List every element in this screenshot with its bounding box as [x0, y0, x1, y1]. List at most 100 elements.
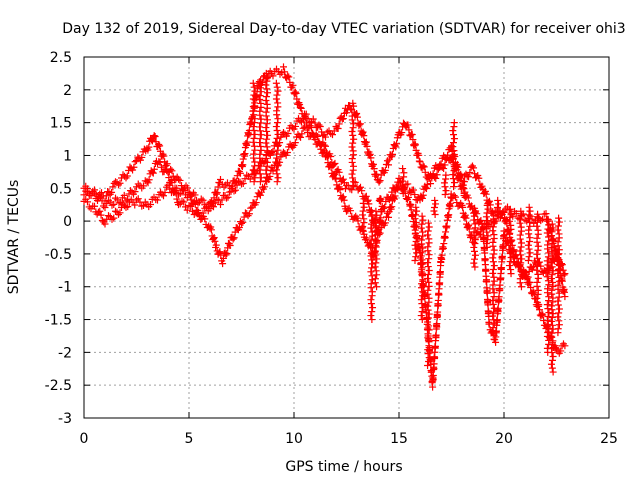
data-point: [168, 179, 176, 187]
data-point: [417, 268, 425, 276]
data-point: [273, 178, 281, 186]
data-point: [222, 251, 230, 259]
data-point: [310, 131, 317, 139]
data-point: [361, 193, 369, 201]
data-point: [517, 227, 525, 235]
data-point: [548, 314, 556, 322]
data-point: [490, 304, 498, 312]
data-point: [368, 248, 376, 256]
data-point: [210, 194, 218, 202]
data-point: [240, 213, 248, 221]
data-point: [506, 217, 514, 225]
data-point: [545, 297, 553, 305]
data-point: [554, 258, 562, 266]
data-point: [121, 202, 128, 210]
data-point: [285, 73, 293, 81]
data-point: [494, 211, 502, 219]
data-point: [123, 172, 131, 180]
data-point: [412, 237, 420, 245]
data-point: [516, 279, 524, 287]
data-point: [335, 120, 343, 128]
data-point: [464, 194, 472, 202]
data-point: [359, 199, 367, 207]
data-point: [369, 304, 377, 312]
data-point: [470, 232, 478, 240]
data-point: [506, 258, 514, 266]
data-point: [371, 279, 379, 287]
data-point: [548, 333, 556, 341]
data-point: [97, 211, 105, 219]
data-point: [359, 211, 367, 219]
data-point: [544, 313, 552, 321]
data-point: [549, 298, 557, 306]
x-tick-label: 5: [185, 431, 194, 447]
data-point: [329, 131, 336, 139]
data-point: [477, 217, 485, 225]
data-point: [226, 241, 234, 249]
data-point: [372, 207, 380, 215]
data-point: [525, 253, 533, 261]
data-point: [470, 164, 478, 172]
data-point: [241, 150, 249, 158]
data-point: [471, 240, 479, 248]
data-point: [554, 301, 562, 309]
data-point: [257, 174, 265, 182]
data-point: [154, 196, 161, 204]
data-point: [549, 240, 557, 248]
data-point: [252, 199, 260, 207]
data-point: [227, 187, 235, 195]
data-point: [367, 284, 375, 292]
data-point: [263, 116, 271, 124]
data-point: [483, 243, 491, 251]
data-point: [489, 258, 497, 266]
data-point: [357, 183, 364, 191]
data-point: [360, 219, 368, 227]
data-point: [116, 179, 124, 187]
data-point: [364, 196, 372, 204]
data-point: [436, 268, 444, 276]
data-point: [489, 227, 497, 235]
data-point: [334, 125, 342, 133]
data-point: [409, 136, 417, 144]
data-point: [412, 245, 420, 253]
data-point: [292, 89, 300, 97]
data-point: [367, 240, 375, 248]
data-point: [262, 124, 270, 132]
data-point: [500, 208, 508, 216]
data-point: [335, 168, 343, 176]
data-point: [257, 115, 265, 123]
data-point: [478, 182, 486, 190]
data-point: [368, 212, 376, 220]
y-tick-label: -1.5: [45, 313, 72, 329]
data-point: [261, 183, 269, 191]
data-point: [262, 69, 270, 77]
data-point: [470, 259, 478, 267]
data-point: [322, 133, 329, 141]
data-point: [360, 230, 368, 238]
axis-ticks: 0 5 10 15 20 25 2.5 2 1.5 1 0.5 0 -0.5 -1 -1.5 -2 -2.5 -3: [45, 50, 618, 447]
data-point: [247, 204, 255, 212]
data-point: [544, 217, 552, 225]
data-point: [273, 134, 281, 142]
data-point: [274, 142, 282, 150]
data-point: [256, 92, 264, 100]
data-point: [263, 77, 271, 85]
data-point: [297, 104, 305, 112]
data-point: [446, 199, 454, 207]
data-point: [336, 186, 344, 194]
data-point: [256, 150, 264, 158]
data-point: [216, 248, 224, 256]
data-point: [262, 139, 270, 147]
data-point: [112, 194, 119, 202]
data-point: [461, 188, 469, 196]
data-point: [524, 215, 532, 223]
data-point: [108, 201, 116, 209]
data-point: [206, 224, 214, 232]
data-point: [235, 223, 243, 231]
data-point: [548, 356, 556, 364]
data-point: [348, 128, 356, 136]
data-point: [424, 318, 432, 326]
data-point: [483, 201, 491, 209]
y-axis-label: SDTVAR / TECUs: [6, 180, 22, 295]
data-point: [505, 262, 513, 270]
